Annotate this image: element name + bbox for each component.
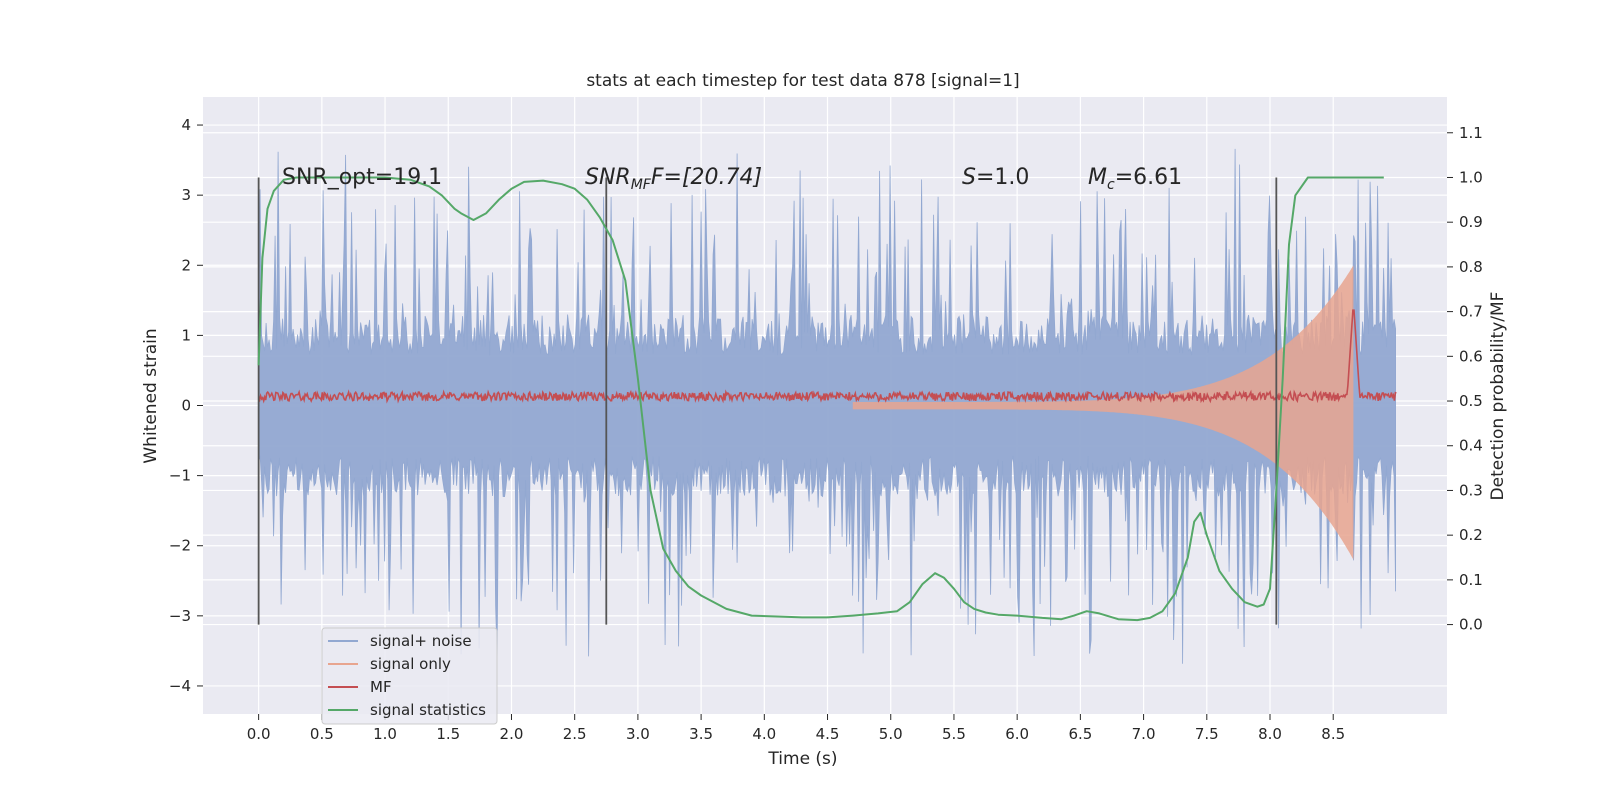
y-tick-label-right-7: 0.4: [1459, 437, 1483, 455]
legend-label-signal-statistics: signal statistics: [370, 701, 486, 719]
y-tick-label-right-11: 0.0: [1459, 616, 1483, 634]
x-tick-label-5: 2.5: [563, 725, 587, 743]
series-mf-line: [257, 309, 1397, 404]
x-tick-label-4: 2.0: [500, 725, 524, 743]
y-tick-label-left-4: 0: [181, 397, 191, 415]
series-signal-statistics-line: [257, 176, 1384, 622]
legend-label-mf: MF: [370, 678, 392, 696]
chart-title: stats at each timestep for test data 878…: [586, 71, 1019, 91]
x-tick-label-10: 5.0: [879, 725, 903, 743]
y-tick-label-right-1: 1.0: [1459, 168, 1483, 186]
x-tick-label-9: 4.5: [816, 725, 840, 743]
series-signal-noise: [258, 148, 1396, 664]
series-signal-statistics: [257, 176, 1384, 622]
annotation-mc-label: M: [1088, 165, 1107, 190]
axes: 0.0 0.5 1.0 1.5 2.0 2.5 3.0 3.5 4.0 4.5 5.0 5.5 6.0 6…: [169, 116, 1483, 743]
y-tick-label-right-0: 1.1: [1459, 124, 1483, 142]
annotation-s-value: =1.0: [976, 165, 1029, 190]
annotation-snr-mf-sub: MF: [631, 177, 652, 193]
annotation-s-label: S: [962, 165, 976, 190]
series-signal-only: [852, 265, 1354, 560]
y-tick-label-left-8: −4: [169, 677, 191, 695]
x-tick-label-1: 0.5: [310, 725, 334, 743]
x-tick-label-15: 7.5: [1195, 725, 1219, 743]
y-tick-label-right-6: 0.5: [1459, 392, 1483, 410]
x-tick-label-2: 1.0: [373, 725, 397, 743]
y-axis-label-left: Whitened strain: [141, 328, 161, 463]
x-tick-label-6: 3.0: [626, 725, 650, 743]
x-tick-label-13: 6.5: [1068, 725, 1092, 743]
x-tick-label-17: 8.5: [1321, 725, 1345, 743]
x-tick-label-14: 7.0: [1132, 725, 1156, 743]
annotation-snr-mf-prefix: SNR: [585, 165, 631, 190]
y-tick-label-right-2: 0.9: [1459, 213, 1483, 231]
x-tick-label-0: 0.0: [247, 725, 271, 743]
y-tick-label-left-3: 1: [181, 326, 191, 344]
x-axis-label: Time (s): [767, 749, 837, 769]
y-tick-label-left-2: 2: [181, 256, 191, 274]
x-tick-label-16: 8.0: [1258, 725, 1282, 743]
y-tick-label-left-7: −3: [169, 607, 191, 625]
series-mf: [257, 309, 1397, 404]
x-tick-label-12: 6.0: [1005, 725, 1029, 743]
y-axis-label-right: Detection probability/MF: [1488, 292, 1508, 501]
legend-label-signal-noise: signal+ noise: [370, 632, 472, 650]
annotation-snr-mf-suffix: F=[20.74]: [651, 165, 762, 190]
annotation-mc-sub: c: [1107, 177, 1115, 193]
y-tick-label-left-1: 3: [181, 186, 191, 204]
series-signal-only-envelope: [852, 265, 1354, 560]
annotation-mc-value: =6.61: [1115, 165, 1182, 190]
series-signal-noise-band: [258, 148, 1396, 664]
annotation-mc: Mc=6.61: [1088, 165, 1182, 193]
y-tick-label-right-5: 0.6: [1459, 347, 1483, 365]
y-tick-label-right-9: 0.2: [1459, 526, 1483, 544]
y-tick-label-left-0: 4: [181, 116, 191, 134]
y-tick-label-right-3: 0.8: [1459, 258, 1483, 276]
x-tick-label-7: 3.5: [689, 725, 713, 743]
annotation-snr-mf: SNRMFF=[20.74]: [585, 165, 762, 193]
x-tick-label-11: 5.5: [942, 725, 966, 743]
legend: signal+ noise signal only MF signal stat…: [321, 627, 498, 725]
y-tick-label-right-8: 0.3: [1459, 481, 1483, 499]
annotation-snr-opt: SNR_opt=19.1: [282, 165, 442, 190]
annotation-s: S=1.0: [962, 165, 1029, 190]
y-tick-label-right-10: 0.1: [1459, 571, 1483, 589]
y-tick-label-right-4: 0.7: [1459, 303, 1483, 321]
vertical-markers: [257, 177, 1278, 625]
y-tick-label-left-5: −1: [169, 467, 191, 485]
x-tick-label-8: 4.0: [752, 725, 776, 743]
legend-label-signal-only: signal only: [370, 655, 451, 673]
legend-box: [321, 627, 498, 725]
x-tick-label-3: 1.5: [436, 725, 460, 743]
y-tick-label-left-6: −2: [169, 537, 191, 555]
